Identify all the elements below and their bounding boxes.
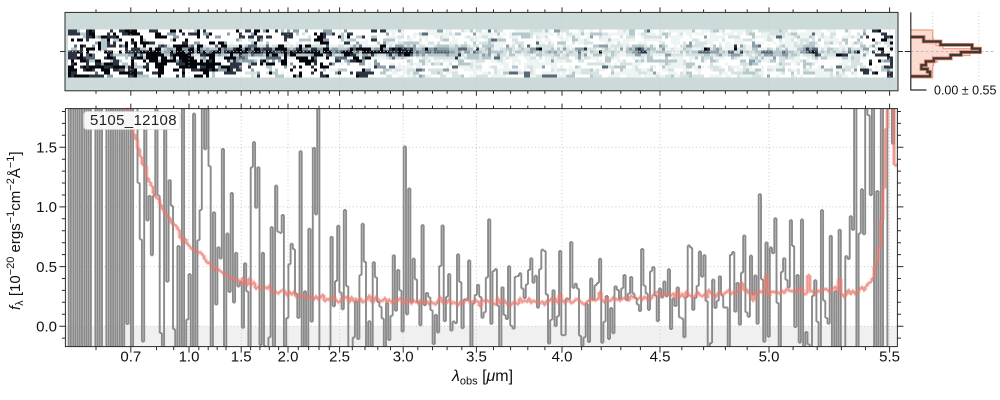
- svg-text:fλ [10−20 ergs−1cm−2Å−1]: fλ [10−20 ergs−1cm−2Å−1]: [5, 151, 26, 310]
- svg-text:λobs [μm]: λobs [μm]: [451, 368, 513, 388]
- svg-text:2.5: 2.5: [329, 349, 350, 366]
- svg-text:0.00 ± 0.55: 0.00 ± 0.55: [934, 84, 997, 98]
- svg-text:0.7: 0.7: [120, 349, 141, 366]
- svg-text:3.5: 3.5: [466, 349, 487, 366]
- svg-text:2.0: 2.0: [278, 349, 299, 366]
- svg-text:1.5: 1.5: [36, 139, 57, 156]
- svg-text:1.0: 1.0: [179, 349, 200, 366]
- svg-text:4.5: 4.5: [650, 349, 671, 366]
- svg-text:5.5: 5.5: [879, 349, 900, 366]
- svg-text:1.5: 1.5: [231, 349, 252, 366]
- svg-text:0.5: 0.5: [36, 259, 57, 276]
- svg-text:1.0: 1.0: [36, 199, 57, 216]
- svg-text:3.0: 3.0: [393, 349, 414, 366]
- svg-text:0.0: 0.0: [36, 318, 57, 335]
- svg-text:5105_12108: 5105_12108: [90, 112, 177, 129]
- svg-text:4.0: 4.0: [552, 349, 573, 366]
- svg-text:5.0: 5.0: [759, 349, 780, 366]
